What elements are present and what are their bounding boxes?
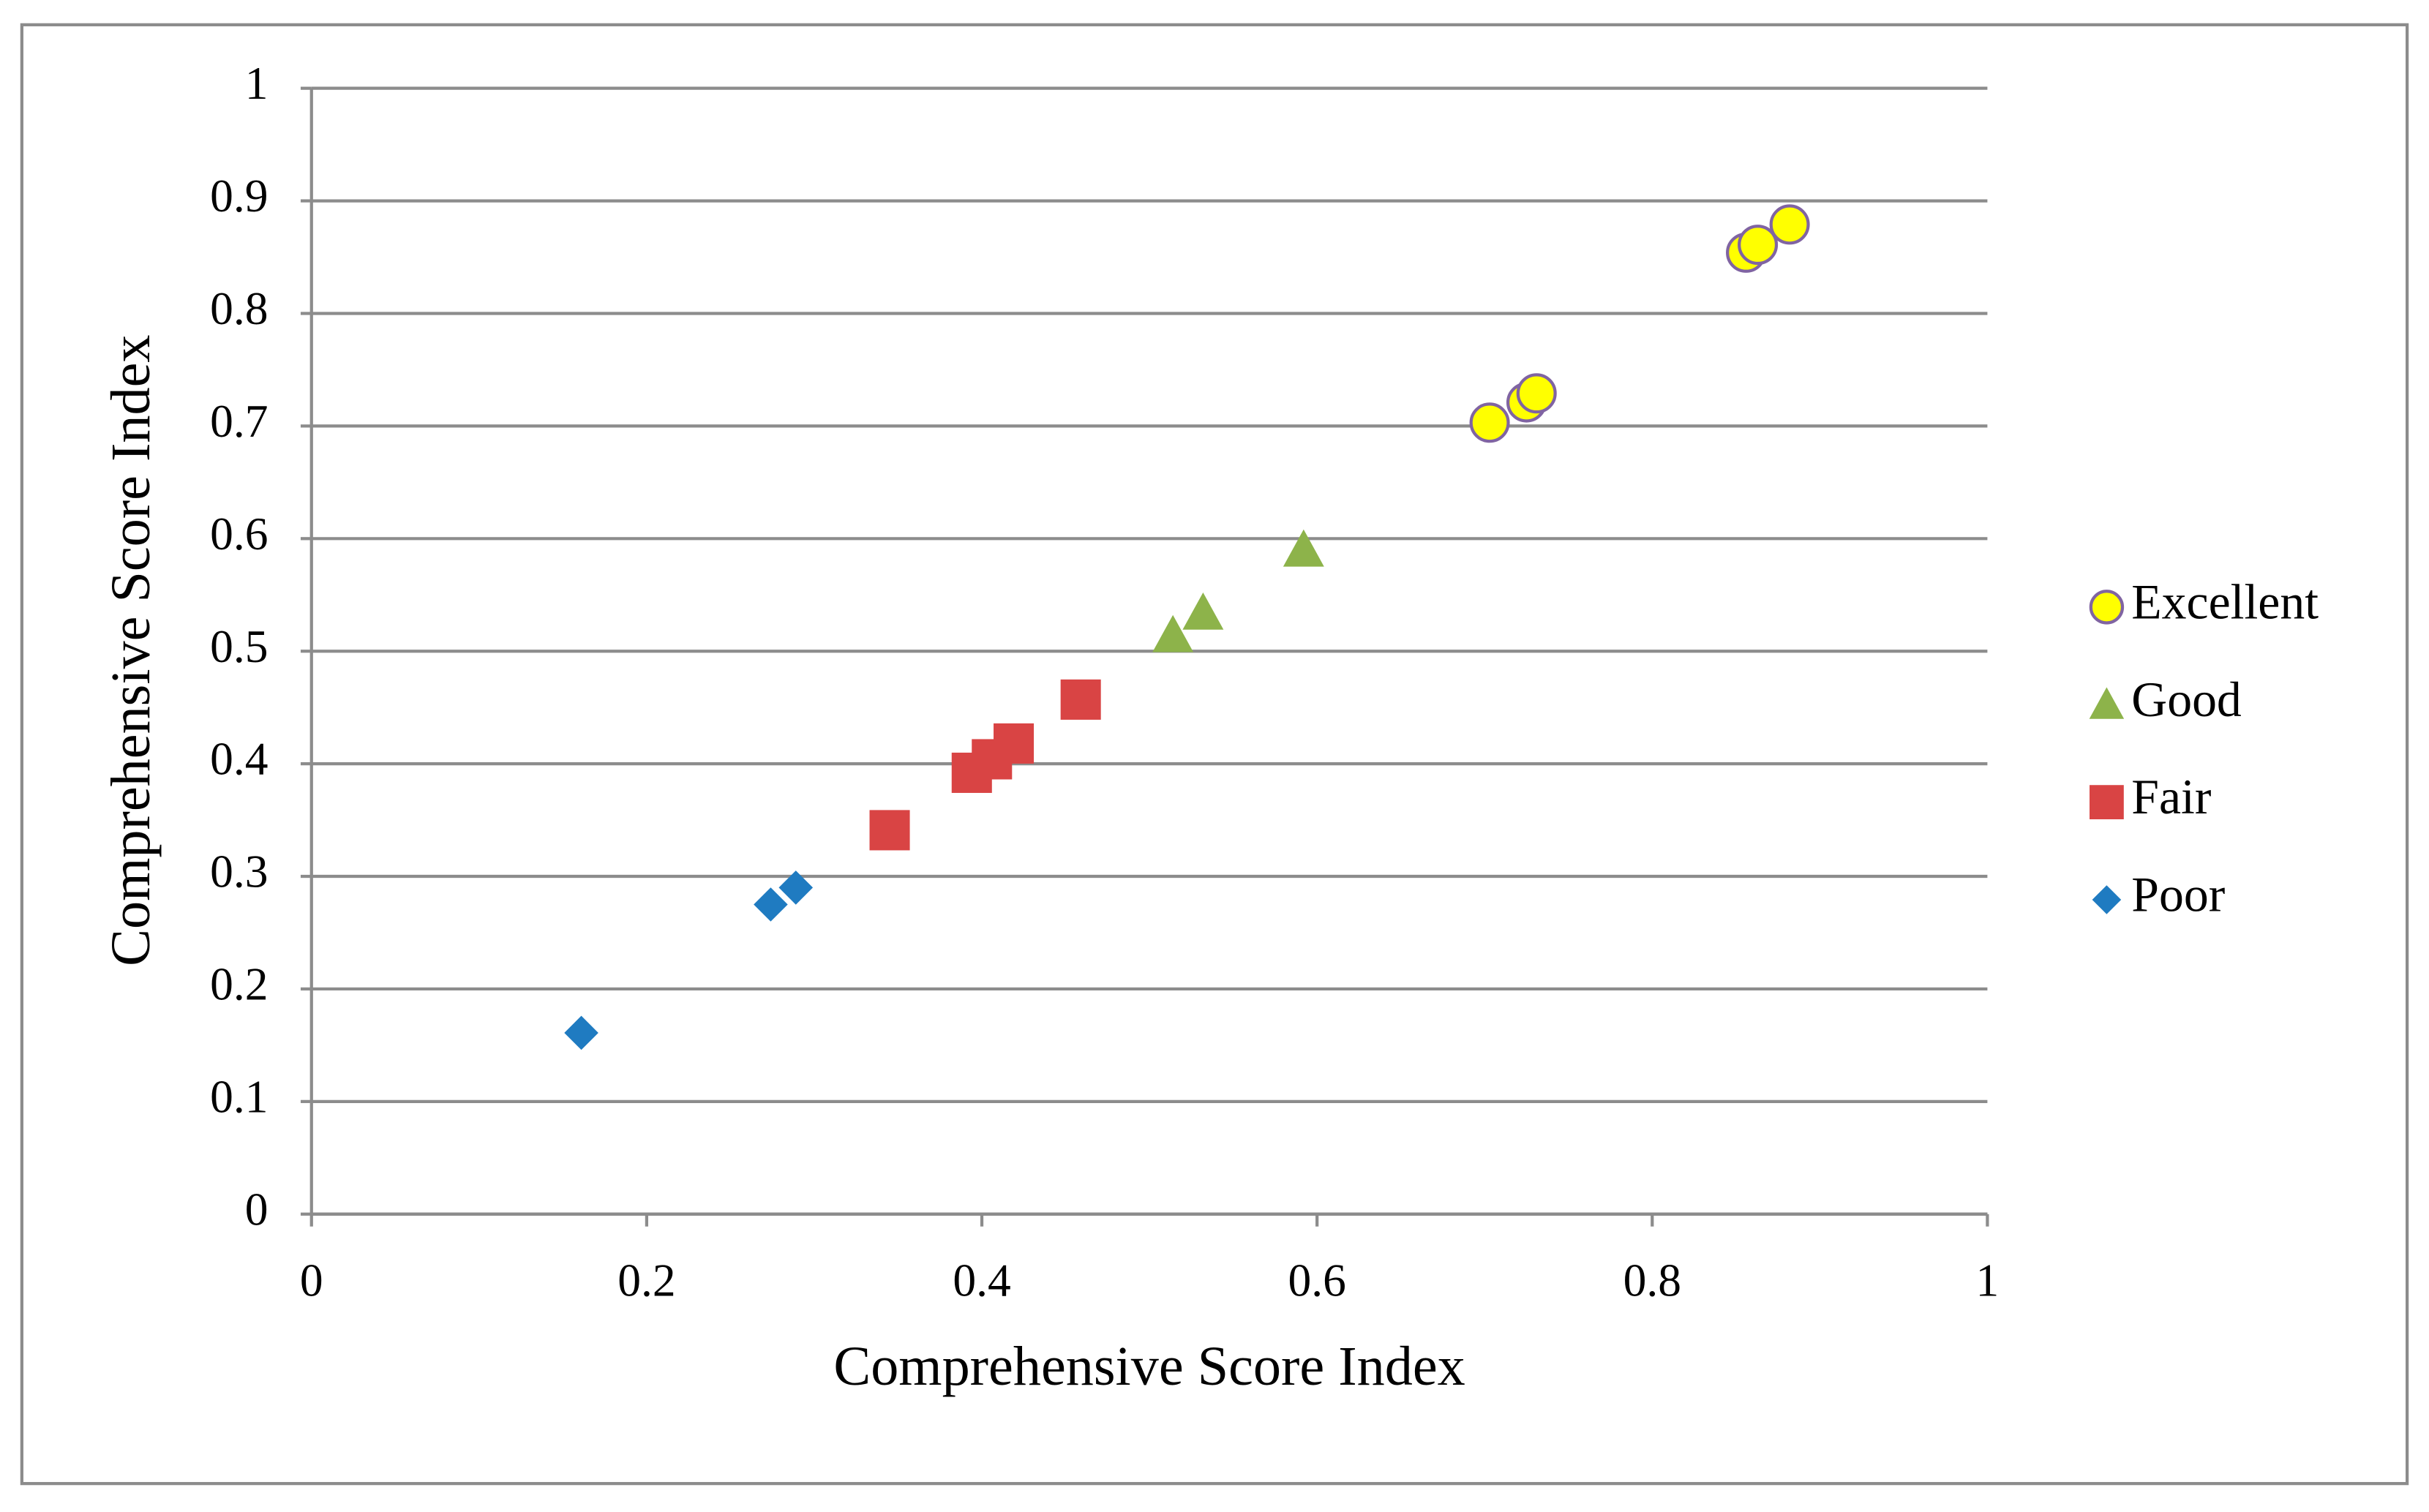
y-tick-label: 0 bbox=[245, 1183, 269, 1235]
x-tick-label: 1 bbox=[1976, 1255, 2000, 1306]
legend-label: Excellent bbox=[2131, 574, 2319, 629]
legend-marker bbox=[2089, 687, 2125, 719]
y-tick-label: 0.8 bbox=[210, 282, 268, 334]
y-tick-label: 0.4 bbox=[210, 733, 268, 785]
legend-label: Poor bbox=[2131, 868, 2225, 922]
x-tick-label: 0.6 bbox=[1288, 1255, 1345, 1306]
legend-label: Fair bbox=[2131, 770, 2211, 824]
x-tick-label: 0.4 bbox=[953, 1255, 1010, 1306]
point bbox=[1738, 225, 1779, 266]
x-axis-title: Comprehensive Score Index bbox=[833, 1336, 1465, 1397]
x-tick-label: 0.2 bbox=[617, 1255, 675, 1306]
legend-marker bbox=[2090, 785, 2124, 820]
point bbox=[1182, 592, 1224, 630]
legend-marker bbox=[2089, 590, 2125, 625]
legend-marker bbox=[2092, 885, 2122, 914]
point bbox=[1469, 402, 1510, 443]
y-tick-label: 0.7 bbox=[210, 395, 268, 447]
y-tick-label: 0.9 bbox=[210, 170, 268, 222]
point bbox=[869, 810, 910, 851]
y-tick-label: 0.3 bbox=[210, 846, 268, 898]
x-tick-label: 0.8 bbox=[1623, 1255, 1681, 1306]
y-tick-label: 1 bbox=[245, 57, 269, 109]
y-tick-label: 0.1 bbox=[210, 1070, 268, 1122]
y-tick-label: 0.2 bbox=[210, 958, 268, 1010]
chart-border bbox=[20, 23, 2409, 1486]
point bbox=[1516, 373, 1557, 414]
point bbox=[1152, 614, 1194, 652]
y-axis-title: Comprehensive Score Index bbox=[100, 334, 162, 966]
point bbox=[1769, 204, 1810, 245]
y-tick-label: 0.5 bbox=[210, 620, 268, 672]
y-tick-label: 0.6 bbox=[210, 508, 268, 560]
point bbox=[1283, 529, 1324, 567]
point bbox=[994, 723, 1035, 764]
x-tick-label: 0 bbox=[300, 1255, 323, 1306]
point bbox=[1060, 679, 1101, 720]
legend-label: Good bbox=[2131, 672, 2242, 727]
